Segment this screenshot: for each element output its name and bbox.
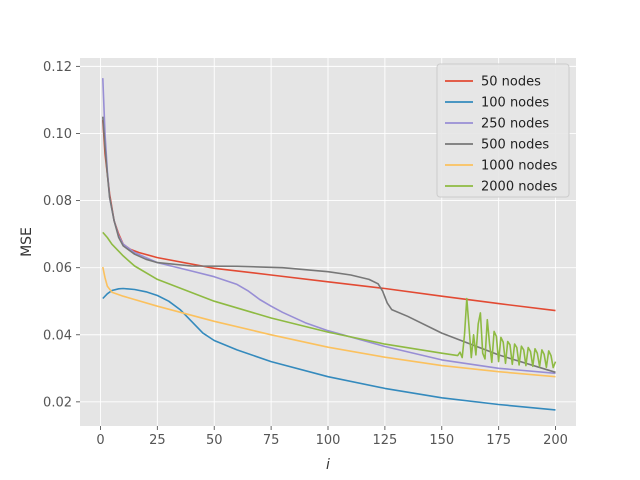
x-tick-label: 100: [316, 433, 341, 448]
legend-label: 2000 nodes: [481, 180, 558, 195]
x-tick-label: 150: [429, 433, 454, 448]
x-tick-label: 75: [263, 433, 280, 448]
x-tick-label: 0: [96, 433, 104, 448]
legend-box: [436, 63, 570, 198]
axis-ticks: 0 25 50 75 100 125 150 175 200 0.02 0.04 0.06 0.08 0.…: [43, 60, 568, 448]
x-tick-label: 50: [206, 433, 223, 448]
y-tick-label: 0.12: [43, 60, 72, 75]
legend-label: 100 nodes: [481, 96, 549, 111]
y-axis-label: MSE: [19, 227, 35, 257]
x-tick-label: 125: [372, 433, 397, 448]
legend-label: 50 nodes: [481, 75, 541, 90]
legend: 50 nodes 100 nodes 250 nodes 500 nodes 1000 …: [436, 63, 570, 198]
legend-label: 500 nodes: [481, 138, 549, 153]
y-tick-label: 0.10: [43, 127, 72, 142]
legend-label: 250 nodes: [481, 117, 549, 132]
x-axis-label: i: [326, 457, 330, 473]
y-tick-label: 0.02: [43, 395, 72, 410]
y-tick-label: 0.06: [43, 261, 72, 276]
y-tick-label: 0.08: [43, 194, 72, 209]
series-line-6: [102, 231, 557, 369]
legend-label: 1000 nodes: [481, 159, 558, 174]
series-line-5: [102, 266, 556, 378]
series-line-4: [102, 116, 556, 374]
y-tick-label: 0.04: [43, 328, 72, 343]
series-line-2: [102, 287, 556, 411]
series-lines: [102, 78, 557, 411]
x-tick-label: 175: [486, 433, 511, 448]
x-tick-label: 25: [149, 433, 166, 448]
x-tick-label: 200: [543, 433, 568, 448]
